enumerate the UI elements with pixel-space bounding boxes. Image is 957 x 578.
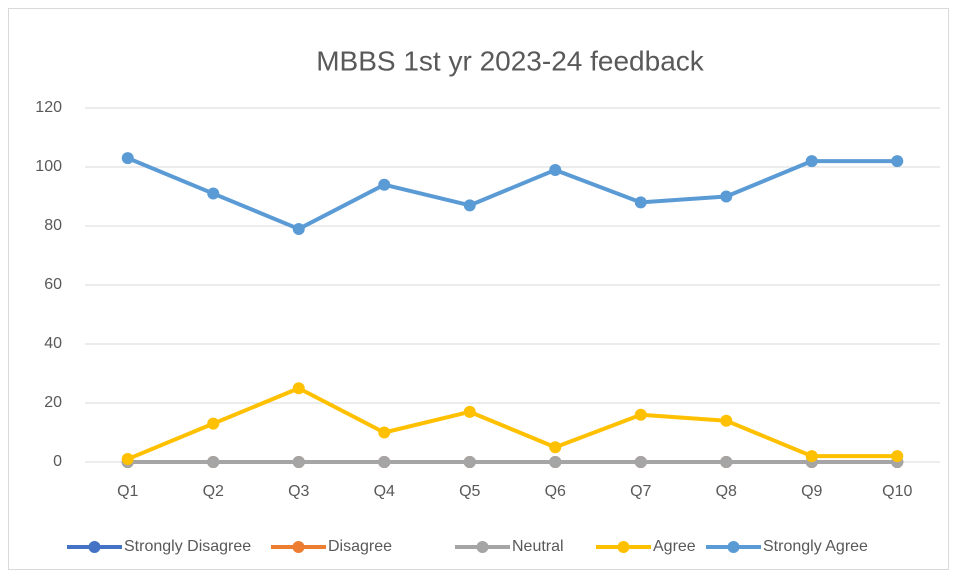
data-point (292, 382, 305, 395)
legend-marker (292, 541, 305, 553)
data-point (207, 417, 220, 430)
data-point (378, 178, 391, 191)
x-tick-label: Q8 (716, 483, 737, 500)
data-point (720, 456, 733, 468)
legend-marker (617, 541, 630, 553)
x-tick-label: Q4 (374, 483, 395, 500)
data-point (121, 152, 134, 165)
x-tick-label: Q10 (882, 483, 912, 500)
x-tick-label: Q5 (459, 483, 480, 500)
data-point (720, 414, 733, 427)
y-tick-label: 120 (35, 99, 62, 116)
series-line (126, 386, 898, 461)
data-point (207, 456, 220, 468)
data-point (378, 456, 391, 468)
x-tick-label: Q9 (801, 483, 822, 500)
data-point (634, 456, 647, 468)
data-point (463, 456, 476, 468)
data-point (891, 155, 904, 168)
data-point (292, 456, 305, 468)
x-tick-label: Q1 (117, 483, 138, 500)
y-tick-label: 40 (44, 335, 62, 352)
data-point (805, 450, 818, 463)
data-point (549, 441, 562, 454)
x-tick-label: Q2 (203, 483, 224, 500)
legend-label: Neutral (512, 538, 564, 555)
data-point (463, 199, 476, 212)
legend-label: Disagree (328, 538, 392, 555)
legend-marker (88, 541, 101, 553)
data-point (549, 163, 562, 176)
chart-title: MBBS 1st yr 2023-24 feedback (316, 45, 705, 76)
legend-marker (727, 541, 740, 553)
y-tick-label: 60 (44, 276, 62, 293)
y-tick-label: 0 (53, 453, 62, 470)
data-point (292, 222, 305, 235)
x-tick-label: Q7 (630, 483, 651, 500)
data-point (121, 453, 134, 466)
y-tick-label: 20 (44, 394, 62, 411)
legend-label: Agree (653, 538, 696, 555)
y-tick-label: 100 (35, 158, 62, 175)
data-point (634, 196, 647, 209)
data-point (720, 190, 733, 203)
data-point (463, 405, 476, 418)
data-point (805, 155, 818, 168)
legend-label: Strongly Agree (763, 538, 868, 555)
chart-border (8, 8, 949, 570)
data-point (207, 187, 220, 200)
x-tick-label: Q3 (288, 483, 309, 500)
legend-label: Strongly Disagree (124, 538, 251, 555)
data-point (891, 450, 904, 463)
series-line (126, 156, 898, 231)
x-tick-label: Q6 (545, 483, 566, 500)
y-tick-label: 80 (44, 217, 62, 234)
legend-marker (476, 541, 489, 553)
data-point (378, 426, 391, 439)
data-point (549, 456, 562, 468)
data-point (634, 408, 647, 421)
